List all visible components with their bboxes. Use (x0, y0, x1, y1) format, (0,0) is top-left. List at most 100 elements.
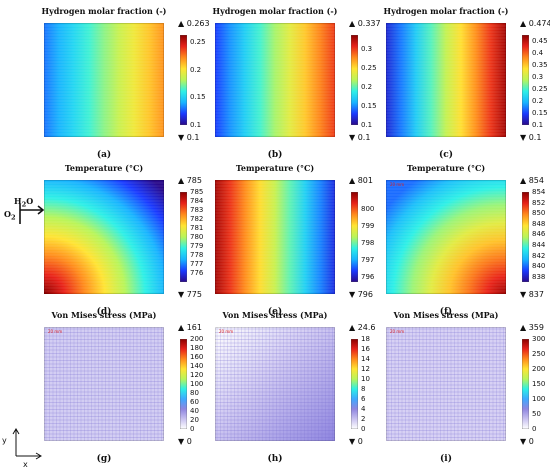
plot-border (386, 327, 506, 441)
colorbar-tick-label: 100 (190, 380, 204, 388)
axis-y-label: y (2, 436, 7, 445)
heatmap-plot (215, 327, 335, 441)
panel-title: Von Mises stress (MPa) (393, 310, 499, 320)
colorbar-gradient (180, 35, 187, 125)
colorbar-tick-label: 0 (190, 425, 195, 433)
scale-bar-label: 20 mm (390, 329, 405, 334)
colorbar-tick-label: 840 (532, 262, 546, 271)
colorbar-tick-label: 854 (532, 188, 546, 196)
colorbar-tick-label: 12 (361, 365, 370, 373)
colorbar (351, 339, 358, 429)
colorbar-tick-label: 838 (532, 272, 546, 281)
heatmap-field (386, 180, 506, 294)
min-value-label: ▼ 0.1 (520, 133, 542, 142)
panel-caption: (i) (440, 454, 452, 464)
max-value-label: ▲ 359 (520, 323, 544, 332)
colorbar-tick-label: 0.15 (361, 102, 377, 110)
max-value-label: ▲ 0.263 (178, 19, 210, 28)
colorbar-tick-label: 842 (532, 251, 546, 260)
heatmap-plot (44, 23, 164, 137)
plot-border (386, 23, 506, 137)
colorbar-tick-label: 0.35 (532, 60, 548, 69)
colorbar-gradient (522, 192, 529, 282)
colorbar (522, 192, 529, 282)
colorbar (351, 192, 358, 282)
panel-caption: (b) (267, 150, 283, 160)
colorbar (180, 339, 187, 429)
max-value-label: ▲ 0.337 (349, 19, 381, 28)
min-value-label: ▼ 796 (349, 290, 373, 299)
heatmap-plot (386, 180, 506, 294)
colorbar-tick-label: 0.25 (361, 64, 377, 73)
colorbar (522, 35, 529, 125)
colorbar-tick-label: 785 (190, 188, 204, 196)
colorbar-tick-label: 779 (190, 242, 204, 250)
colorbar-tick-label: 0.3 (532, 72, 544, 81)
panel-title: Von Mises stress (MPa) (222, 310, 328, 320)
axis-x-label: x (23, 460, 28, 469)
panel-title: Temperature (°C) (64, 163, 144, 173)
max-value-label: ▲ 161 (178, 323, 202, 332)
colorbar-tick-label: 4 (361, 405, 366, 413)
plot-border (215, 180, 335, 294)
panel-title: Temperature (°C) (235, 163, 315, 173)
min-value-label: ▼ 0 (349, 437, 363, 446)
colorbar (180, 192, 187, 282)
colorbar-tick-label: 8 (361, 385, 366, 393)
heatmap-plot (44, 180, 164, 294)
plot-border (44, 23, 164, 137)
max-value-label: ▲ 854 (520, 176, 544, 185)
plot-border (215, 327, 335, 441)
colorbar-tick-label: 20 (190, 416, 199, 424)
colorbar-tick-label: 80 (190, 389, 199, 397)
max-value-label: ▲ 0.474 (520, 19, 550, 28)
plot-border (386, 180, 506, 294)
heatmap-plot (44, 327, 164, 441)
colorbar-tick-label: 120 (190, 371, 204, 379)
colorbar-gradient (180, 192, 187, 282)
heatmap-field (386, 23, 506, 137)
heatmap-field (44, 180, 164, 294)
colorbar (351, 35, 358, 125)
plot-border (44, 180, 164, 294)
colorbar-tick-label: 781 (190, 224, 204, 232)
panel-title: Hydrogen molar fraction (-) (383, 6, 509, 16)
heatmap-field (215, 180, 335, 294)
colorbar-tick-label: 796 (361, 272, 375, 281)
colorbar-tick-label: 0.4 (532, 48, 544, 57)
scale-bar-label: 20 mm (48, 329, 63, 334)
panel-caption: (a) (96, 150, 112, 160)
max-value-label: ▲ 801 (349, 176, 373, 185)
colorbar-tick-label: 0.15 (532, 108, 548, 117)
panel-title: Hydrogen molar fraction (-) (212, 6, 338, 16)
colorbar-tick-label: 160 (190, 353, 204, 361)
colorbar (180, 35, 187, 125)
inlet-h2o-label: H2O (14, 196, 34, 209)
colorbar-tick-label: 50 (532, 410, 541, 418)
plot-border (44, 327, 164, 441)
colorbar-tick-label: 6 (361, 395, 366, 403)
colorbar-tick-label: 780 (190, 233, 204, 241)
panel-caption: (e) (267, 307, 283, 317)
max-value-label: ▲ 24.6 (349, 323, 376, 332)
heatmap-plot (386, 23, 506, 137)
colorbar-tick-label: 797 (361, 255, 375, 264)
colorbar-gradient (180, 339, 187, 429)
colorbar-tick-label: 150 (532, 380, 546, 388)
heatmap-plot (215, 180, 335, 294)
colorbar-tick-label: 200 (532, 365, 546, 373)
colorbar-tick-label: 0 (361, 425, 366, 433)
colorbar-tick-label: 0 (532, 425, 537, 433)
colorbar-tick-label: 846 (532, 230, 546, 239)
xy-axis-icon (12, 428, 42, 460)
colorbar-tick-label: 0.1 (361, 121, 373, 129)
colorbar-tick-label: 40 (190, 407, 199, 415)
colorbar-tick-label: 250 (532, 350, 546, 358)
colorbar-tick-label: 852 (532, 198, 546, 207)
scale-bar-label: 20 mm (390, 182, 405, 187)
panel-caption: (g) (96, 454, 112, 464)
colorbar-tick-label: 0.1 (532, 121, 544, 129)
heatmap-field (215, 327, 335, 441)
colorbar-tick-label: 0.2 (190, 65, 202, 74)
colorbar-tick-label: 0.2 (361, 83, 373, 92)
